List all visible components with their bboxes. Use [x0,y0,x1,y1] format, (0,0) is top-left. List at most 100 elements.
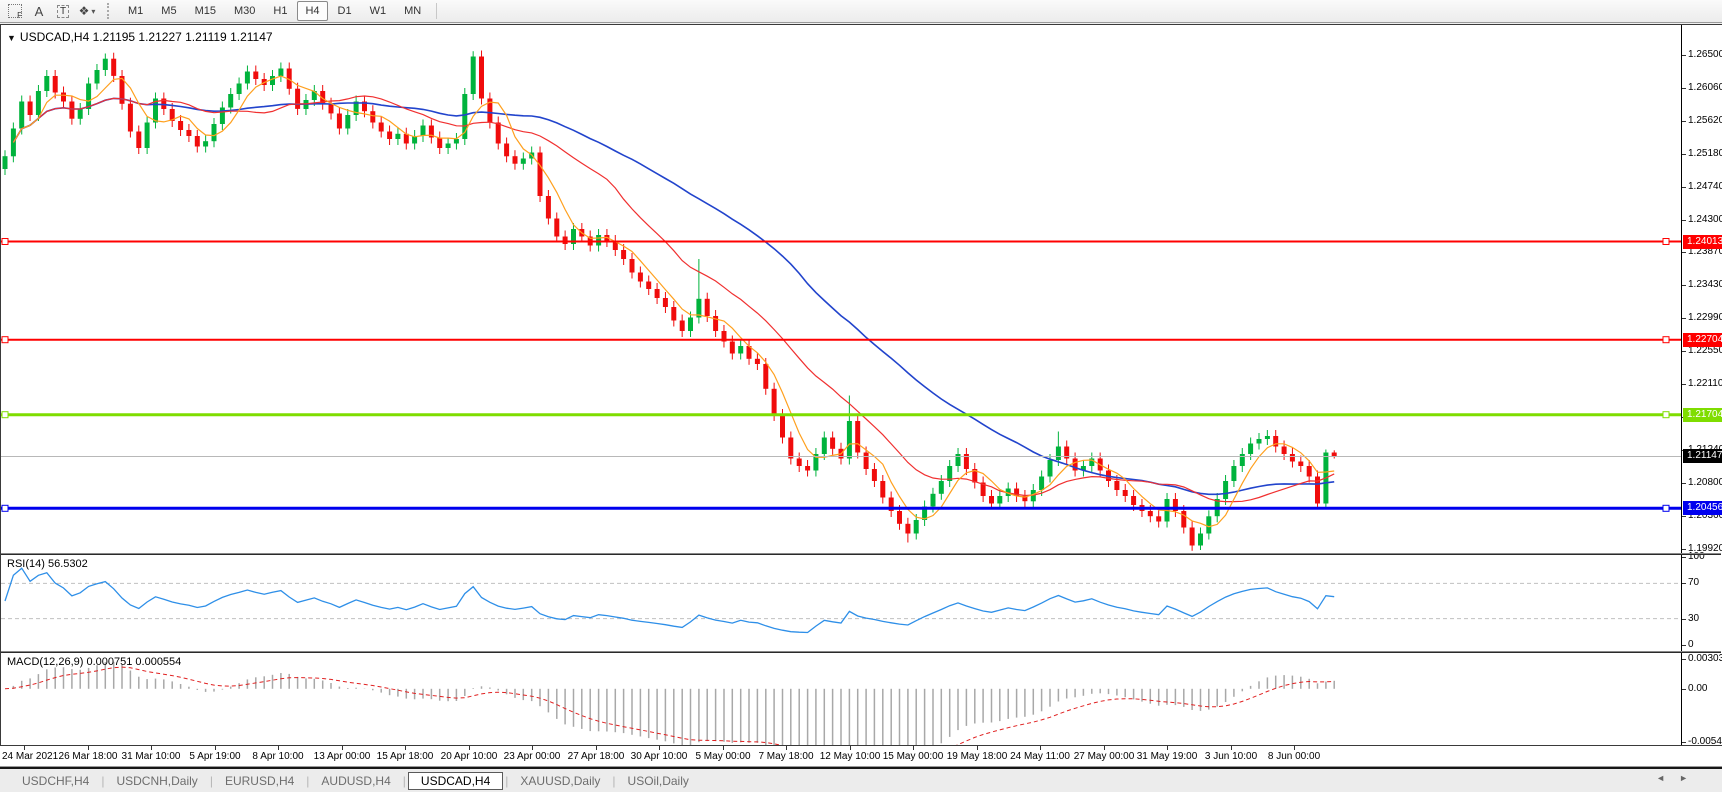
tab-usdchf-h4[interactable]: USDCHF,H4 [12,772,99,790]
time-tick [24,746,25,750]
line-handle[interactable] [2,412,8,418]
timeframe-button-M1[interactable]: M1 [120,1,151,21]
time-tick [1040,746,1041,750]
tab-separator: | [306,774,309,788]
timeframe-button-H4[interactable]: H4 [297,1,327,21]
axis-tick [1682,549,1686,550]
price-tick-label: 1.24300 [1688,214,1722,225]
letter-a-icon: A [35,4,44,19]
axis-tick [1682,154,1686,155]
tab-usoil-daily[interactable]: USOil,Daily [618,772,699,790]
tab-xauusd-daily[interactable]: XAUUSD,Daily [510,772,610,790]
macd-tick-label: 0.00 [1688,683,1707,694]
line-handle[interactable] [1663,337,1669,343]
time-tick [723,746,724,750]
time-tick [532,746,533,750]
timeframe-button-M15[interactable]: M15 [187,1,224,21]
axis-tick [1682,659,1686,660]
line-handle[interactable] [1663,239,1669,245]
line-handle[interactable] [1663,412,1669,418]
price-tick-label: 1.26060 [1688,82,1722,93]
collapse-triangle-icon[interactable]: ▼ [7,33,16,43]
text-tool-button[interactable]: T [52,2,74,20]
timeframe-button-MN[interactable]: MN [396,1,429,21]
time-tick [151,746,152,750]
price-tick-label: 1.25180 [1688,148,1722,159]
line-handle[interactable] [1663,505,1669,511]
axis-tick [1682,483,1686,484]
toolbar: F A T ❖ ▾ M1M5M15M30H1H4D1W1MN [0,0,1722,23]
indicators-grid-button[interactable]: F [4,2,26,20]
macd-panel[interactable] [1,653,1681,745]
tab-eurusd-h4[interactable]: EURUSD,H4 [215,772,304,790]
toolbar-grip[interactable] [107,3,114,19]
current-price-label: 1.21147 [1683,449,1722,463]
axis-tick [1682,121,1686,122]
axis-tick [1682,619,1686,620]
axis-tick [1682,55,1686,56]
price-tick-label: 1.23430 [1688,279,1722,290]
time-tick [88,746,89,750]
ma-slow-line [13,98,1334,494]
timeframe-button-H1[interactable]: H1 [265,1,295,21]
time-tick [786,746,787,750]
scroll-left-button[interactable]: ◄ [1656,773,1665,783]
time-tick [278,746,279,750]
time-tick [850,746,851,750]
time-tick [405,746,406,750]
time-tick [1231,746,1232,750]
tab-audusd-h4[interactable]: AUDUSD,H4 [311,772,400,790]
time-tick [1167,746,1168,750]
rsi-tick-label: 0 [1688,639,1694,650]
axis-tick [1682,220,1686,221]
price-tick-label: 1.22990 [1688,312,1722,323]
price-axis[interactable]: 1.26500 1.26060 1.25620 1.25180 1.24740 1.243… [1681,25,1722,745]
rsi-panel[interactable] [1,555,1681,651]
cycle-lines-button[interactable]: ❖ ▾ [76,2,98,20]
tab-separator: | [505,774,508,788]
level-price-label: 1.24013 [1683,235,1722,249]
price-tick-label: 1.24740 [1688,181,1722,192]
line-handle[interactable] [2,337,8,343]
time-tick [215,746,216,750]
symbol-ohlc-text: USDCAD,H4 1.21195 1.21227 1.21119 1.2114… [20,30,273,44]
macd-tick-label: 0.003035 [1688,653,1722,664]
scroll-right-button[interactable]: ► [1679,773,1688,783]
time-axis[interactable]: 24 Mar 202126 Mar 18:0031 Mar 10:005 Apr… [0,746,1722,767]
price-tick-label: 1.26500 [1688,49,1722,60]
axis-tick [1682,742,1686,743]
rsi-line [5,568,1334,632]
time-tick [469,746,470,750]
tab-separator: | [210,774,213,788]
timeframe-button-W1[interactable]: W1 [362,1,395,21]
tab-separator: | [612,774,615,788]
axis-tick [1682,689,1686,690]
macd-signal-line [5,667,1334,745]
time-tick [913,746,914,750]
axis-tick [1682,318,1686,319]
time-tick [659,746,660,750]
label-tool-button[interactable]: A [28,2,50,20]
timeframe-button-M5[interactable]: M5 [153,1,184,21]
grid-icon: F [8,4,22,18]
text-box-icon: T [57,5,69,18]
line-handle[interactable] [2,239,8,245]
level-price-label: 1.21704 [1683,408,1722,422]
cycle-lines-icon: ❖ [79,4,90,18]
timeframe-button-M30[interactable]: M30 [226,1,263,21]
price-tick-label: 1.25620 [1688,115,1722,126]
axis-tick [1682,384,1686,385]
time-tick [342,746,343,750]
axis-tick [1682,516,1686,517]
time-tick [1104,746,1105,750]
chart-tab-bar: USDCHF,H4|USDCNH,Daily|EURUSD,H4|AUDUSD,… [0,767,1722,792]
tab-usdcad-h4[interactable]: USDCAD,H4 [408,772,503,790]
candlestick-chart[interactable] [1,25,1681,553]
timeframe-button-D1[interactable]: D1 [330,1,360,21]
tab-separator: | [403,774,406,788]
line-handle[interactable] [2,505,8,511]
tab-usdcnh-daily[interactable]: USDCNH,Daily [106,772,207,790]
rsi-indicator-label: RSI(14) 56.5302 [7,558,88,570]
chart-window: ▼ USDCAD,H4 1.21195 1.21227 1.21119 1.211… [0,24,1722,746]
macd-tick-label: -0.00542 [1688,736,1722,747]
